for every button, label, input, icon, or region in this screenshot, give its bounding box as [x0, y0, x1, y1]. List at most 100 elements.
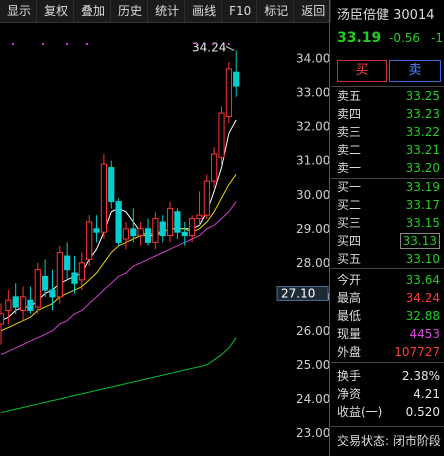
y-tick-label: 30.00: [296, 188, 330, 202]
quote-label: 买一: [337, 180, 362, 194]
quote-label: 卖四: [337, 107, 362, 121]
stock-header: 汤臣倍健 30014: [337, 8, 435, 23]
candle: [203, 180, 210, 216]
current-price-label: 27.10: [281, 286, 315, 300]
candle: [5, 299, 12, 311]
quote-value: 32.88: [405, 309, 440, 323]
quote-row: 换手 2.38%: [337, 368, 440, 385]
quote-label: 换手: [337, 369, 362, 383]
quote-row: 卖五 33.25: [337, 88, 440, 105]
quote-label: 今开: [337, 273, 362, 287]
quote-row: 外盘 107727: [337, 344, 440, 361]
quote-value: 33.21: [405, 143, 440, 157]
quote-label: 买四: [337, 234, 362, 248]
quote-value: 33.22: [405, 125, 440, 139]
toolbar-item[interactable]: 历史: [111, 0, 149, 22]
candle: [159, 221, 166, 237]
quote-value: 33.15: [405, 216, 440, 230]
candle: [115, 201, 122, 243]
toolbar-item[interactable]: 统计: [148, 0, 186, 22]
sell-button[interactable]: 卖: [389, 60, 441, 82]
toolbar-item[interactable]: 显示: [0, 0, 38, 22]
quote-label: 卖一: [337, 161, 362, 175]
toolbar-item[interactable]: 返回: [294, 0, 332, 22]
quote-row: 今开 33.64: [337, 272, 440, 289]
candle: [211, 153, 218, 182]
quote-label: 买二: [337, 198, 362, 212]
y-tick-label: 26.00: [296, 324, 330, 338]
quote-value: 4.21: [413, 387, 440, 401]
ma-line: [0, 337, 237, 414]
y-tick-label: 32.00: [296, 120, 330, 134]
quote-row: 卖二 33.21: [337, 142, 440, 159]
toolbar-item[interactable]: 叠加: [74, 0, 112, 22]
quote-value: 33.64: [405, 273, 440, 287]
signal-dot: [212, 43, 214, 45]
quote-value: 33.19: [405, 180, 440, 194]
quote-row: 现量 4453: [337, 326, 440, 343]
quote-row: 买五 33.10: [337, 251, 440, 268]
trading-status: 交易状态: 闭市阶段: [337, 434, 441, 448]
quote-label: 收益(一): [337, 405, 383, 419]
y-tick-label: 23.00: [296, 426, 330, 440]
high-pointer: [225, 46, 235, 51]
y-tick-label: 28.00: [296, 256, 330, 270]
quote-row: 最高 34.24: [337, 290, 440, 307]
last-price: 33.19: [337, 30, 382, 46]
quote-row: 收益(一) 0.520: [337, 404, 440, 421]
candle: [152, 218, 159, 243]
quote-label: 外盘: [337, 345, 362, 359]
candle: [196, 214, 203, 220]
signal-dot: [66, 43, 68, 45]
candle: [71, 272, 78, 284]
quote-row: 卖三 33.22: [337, 124, 440, 141]
quote-label: 现量: [337, 327, 362, 341]
quote-label: 最低: [337, 309, 362, 323]
signal-dot: [228, 43, 230, 45]
candle: [166, 207, 174, 237]
candle: [12, 296, 19, 308]
y-tick-label: 34.00: [296, 52, 330, 66]
quote-row: 卖一 33.20: [337, 160, 440, 177]
toolbar-item[interactable]: F10: [222, 0, 258, 22]
candle: [108, 167, 115, 203]
candle: [225, 68, 232, 117]
quote-value: 33.23: [405, 107, 440, 121]
quote-value: 2.38%: [401, 369, 440, 383]
signal-dot: [86, 43, 88, 45]
candle: [56, 252, 63, 298]
quote-label: 卖五: [337, 89, 362, 103]
high-label: 34.24: [192, 40, 226, 54]
toolbar-item[interactable]: 复权: [37, 0, 75, 22]
signal-dot: [196, 43, 198, 45]
candlestick-chart[interactable]: 34.0033.0032.0031.0030.0029.0028.0027.00…: [0, 22, 330, 456]
chart-toolbar: 显示 复权 叠加 历史 统计 画线 F10 标记 返回: [0, 0, 332, 23]
current-price-tag: [276, 285, 329, 301]
candle: [174, 211, 181, 233]
y-tick-label: 31.00: [296, 154, 330, 168]
panel-divider: [329, 0, 330, 456]
ma-line: [0, 201, 237, 356]
quote-label: 卖二: [337, 143, 362, 157]
candle: [86, 221, 93, 260]
candle: [233, 71, 240, 87]
candle: [19, 296, 27, 311]
buy-button[interactable]: 买: [337, 60, 387, 82]
quote-value: 33.10: [405, 252, 440, 266]
quote-value: 34.24: [405, 291, 440, 305]
y-tick-label: 24.00: [296, 392, 330, 406]
quote-label: 净资: [337, 387, 362, 401]
quote-value: 4453: [409, 327, 440, 341]
quote-row: 最低 32.88: [337, 308, 440, 325]
quote-label: 买五: [337, 252, 362, 266]
candle: [122, 228, 130, 240]
signal-dot: [42, 43, 44, 45]
candle: [144, 228, 152, 243]
quote-panel: 汤臣倍健 30014 33.19 -0.56 -1 买 卖 卖五 33.25 卖四 3…: [331, 0, 444, 456]
y-tick-label: 29.00: [296, 222, 330, 236]
toolbar-item[interactable]: 标记: [257, 0, 295, 22]
toolbar-item[interactable]: 画线: [185, 0, 223, 22]
divider-line: [331, 268, 444, 269]
quote-row: 买四 33.13: [337, 233, 440, 250]
quote-row: 净资 4.21: [337, 386, 440, 403]
